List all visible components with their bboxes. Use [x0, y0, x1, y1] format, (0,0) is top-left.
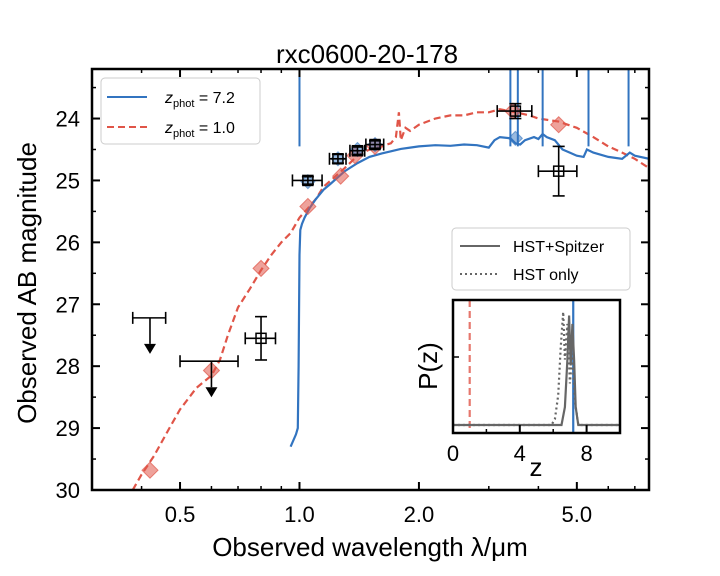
upper-limit-1: [179, 355, 239, 398]
observed-point-2: [328, 152, 347, 165]
model-point-z10-4: [331, 167, 350, 185]
observed-marker: [302, 174, 314, 187]
observed-marker: [509, 105, 522, 117]
observed-marker: [369, 138, 381, 151]
y-tick-label-30: 30: [56, 478, 80, 503]
inset-frame: [451, 298, 622, 435]
legend-label-z72: zphot = 7.2: [164, 90, 235, 110]
inset-background: [453, 300, 620, 433]
x-tick-label-0.5: 0.5: [165, 502, 196, 527]
legend-label-z10: zphot = 1.0: [164, 120, 235, 140]
y-axis-label: Observed AB magnitude: [12, 142, 42, 424]
inset-x-tick-label-4: 4: [514, 441, 526, 466]
observed-marker: [255, 332, 267, 345]
y-tick-label-26: 26: [56, 230, 80, 255]
inset-legend: HST+Spitzer HST only: [451, 227, 631, 291]
x-tick-label-2: 2.0: [404, 502, 435, 527]
inset-x-tick-label-8: 8: [580, 441, 592, 466]
chart-title: rxc0600-20-178: [276, 39, 458, 69]
observed-point-6: [537, 145, 578, 197]
observed-point-3: [349, 144, 366, 157]
inset-y-label: P(z): [413, 342, 443, 390]
observed-marker: [552, 165, 565, 177]
model-point-z10-2: [252, 259, 270, 278]
inset-x-tick-label-0: 0: [447, 441, 459, 466]
observed-point-4: [365, 138, 385, 151]
inset-plot: [453, 300, 620, 433]
model-point-z10-3: [299, 197, 317, 216]
y-tick-label-27: 27: [56, 292, 80, 317]
observed-point-5: [496, 102, 533, 120]
y-tick-label-29: 29: [56, 416, 80, 441]
observed-marker: [351, 144, 364, 157]
model-point-z10-8: [549, 116, 568, 134]
inset-pz-1: [453, 311, 620, 427]
y-tick-label-25: 25: [56, 168, 80, 193]
observed-marker: [332, 153, 344, 165]
inset-legend-label-hst-spitzer: HST+Spitzer: [513, 239, 605, 256]
x-axis-label: Observed wavelength λ/μm: [212, 532, 528, 562]
inset-legend-label-hst-only: HST only: [513, 267, 579, 284]
model-point-z10-0: [141, 461, 159, 479]
x-tick-label-1: 1.0: [284, 502, 315, 527]
observed-point-1: [291, 174, 323, 187]
main-legend: zphot = 7.2 zphot = 1.0: [100, 77, 261, 145]
upper-limit-0: [131, 311, 167, 354]
plot-frame: [90, 67, 651, 492]
model-point-z72-4: [507, 130, 524, 147]
y-tick-label-28: 28: [56, 354, 80, 379]
upper-limit-arrow: [205, 387, 218, 398]
inset-x-label: z: [530, 452, 543, 482]
observed-point-0: [244, 315, 277, 361]
y-tick-label-24: 24: [56, 107, 80, 132]
upper-limit-arrow: [143, 343, 156, 354]
x-tick-label-5: 5.0: [562, 502, 593, 527]
